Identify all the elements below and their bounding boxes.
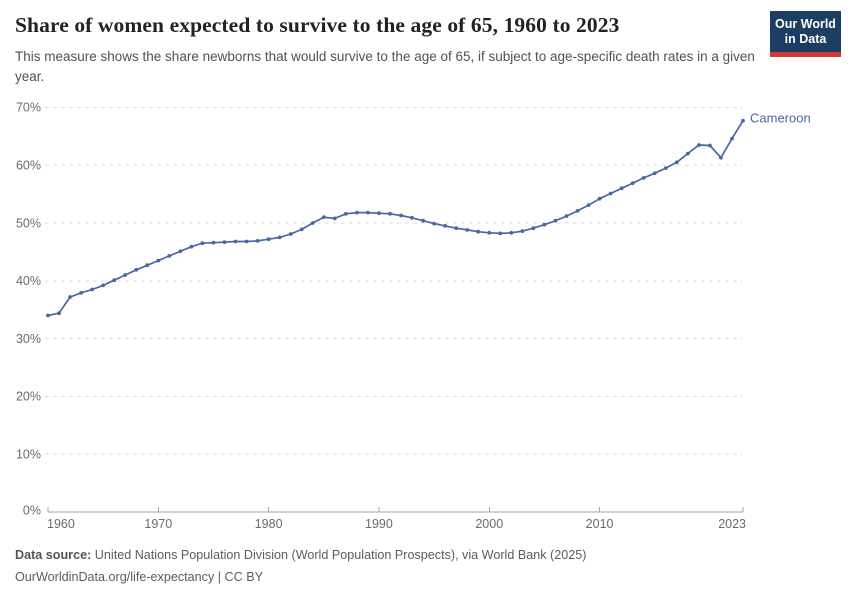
- y-tick-label-0: 0%: [23, 504, 41, 518]
- data-point-marker[interactable]: [211, 240, 216, 245]
- y-tick-label-70: 70%: [16, 101, 41, 115]
- data-point-marker[interactable]: [79, 291, 83, 295]
- data-point-marker[interactable]: [244, 239, 249, 244]
- data-point-marker[interactable]: [299, 227, 304, 232]
- data-point-marker[interactable]: [542, 222, 547, 227]
- citation-line: OurWorldinData.org/life-expectancy | CC …: [15, 566, 586, 588]
- data-point-marker[interactable]: [410, 215, 414, 220]
- data-point-marker[interactable]: [708, 143, 712, 148]
- data-point-marker[interactable]: [134, 267, 139, 272]
- data-point-marker[interactable]: [178, 249, 183, 254]
- data-point-marker[interactable]: [443, 224, 447, 228]
- y-tick-label-20: 20%: [16, 390, 41, 404]
- data-point-marker[interactable]: [288, 232, 293, 236]
- x-tick-label-2000: 2000: [475, 517, 503, 531]
- data-point-marker[interactable]: [553, 218, 558, 223]
- y-tick-label-50: 50%: [16, 216, 41, 230]
- data-point-marker[interactable]: [697, 143, 701, 147]
- y-tick-label-10: 10%: [16, 448, 41, 462]
- data-point-marker[interactable]: [266, 237, 271, 242]
- data-point-marker[interactable]: [586, 203, 591, 207]
- series-line-cameroon[interactable]: [47, 119, 744, 317]
- data-point-marker[interactable]: [399, 213, 403, 218]
- data-point-marker[interactable]: [730, 136, 734, 141]
- data-point-marker[interactable]: [674, 160, 679, 165]
- data-point-marker[interactable]: [355, 210, 359, 215]
- data-point-marker[interactable]: [145, 263, 150, 268]
- data-point-marker[interactable]: [377, 211, 381, 216]
- data-point-marker[interactable]: [575, 209, 580, 213]
- data-point-marker[interactable]: [509, 230, 514, 235]
- data-point-marker[interactable]: [310, 221, 315, 225]
- data-point-marker[interactable]: [641, 176, 646, 180]
- data-point-marker[interactable]: [719, 155, 723, 160]
- citation-license: | CC BY: [214, 570, 264, 584]
- data-point-marker[interactable]: [344, 211, 348, 216]
- data-point-marker[interactable]: [531, 226, 536, 231]
- data-point-marker[interactable]: [332, 216, 337, 221]
- data-point-marker[interactable]: [388, 211, 392, 216]
- data-point-marker[interactable]: [167, 254, 172, 258]
- owid-logo-line1: Our World: [775, 17, 836, 31]
- data-point-marker[interactable]: [564, 214, 569, 218]
- chart-subtitle: This measure shows the share newborns th…: [15, 49, 755, 84]
- data-point-marker[interactable]: [454, 226, 459, 231]
- data-source-label: Data source:: [15, 548, 92, 562]
- data-point-marker[interactable]: [685, 151, 690, 156]
- data-point-marker[interactable]: [465, 228, 470, 232]
- data-point-marker[interactable]: [255, 239, 260, 243]
- data-point-marker[interactable]: [432, 221, 436, 226]
- data-source-text: United Nations Population Division (Worl…: [91, 548, 587, 562]
- y-tick-label-40: 40%: [16, 274, 41, 288]
- x-tick-label-1960: 1960: [47, 517, 75, 531]
- y-tick-label-30: 30%: [16, 332, 41, 346]
- chart-footer: Data source: United Nations Population D…: [15, 544, 586, 588]
- data-point-marker[interactable]: [476, 229, 481, 234]
- data-point-marker[interactable]: [597, 196, 602, 201]
- owid-logo-line2: in Data: [784, 32, 827, 46]
- x-tick-label-2010: 2010: [586, 517, 614, 531]
- data-point-marker[interactable]: [112, 278, 117, 283]
- y-tick-label-60: 60%: [16, 159, 41, 173]
- data-point-marker[interactable]: [652, 171, 657, 176]
- x-tick-label-1990: 1990: [365, 517, 393, 531]
- chart-svg: 0% 10% 20% 30% 40% 50% 60% 70% 1960 1970 1980 1990 2…: [16, 101, 811, 531]
- data-point-marker[interactable]: [498, 231, 503, 236]
- data-point-marker[interactable]: [608, 191, 613, 196]
- data-point-marker[interactable]: [90, 287, 94, 292]
- data-point-marker[interactable]: [741, 118, 745, 123]
- data-point-marker[interactable]: [630, 181, 635, 185]
- data-point-marker[interactable]: [366, 210, 370, 215]
- x-tick-label-1970: 1970: [144, 517, 172, 531]
- data-point-marker[interactable]: [57, 311, 61, 316]
- data-point-marker[interactable]: [101, 283, 106, 288]
- data-point-marker[interactable]: [321, 215, 326, 220]
- data-point-marker[interactable]: [421, 218, 425, 223]
- data-point-marker[interactable]: [123, 273, 128, 277]
- citation-link[interactable]: OurWorldinData.org/life-expectancy: [15, 570, 215, 584]
- x-tick-label-2023: 2023: [718, 517, 746, 531]
- page-title: Share of women expected to survive to th…: [15, 13, 620, 37]
- data-point-marker[interactable]: [277, 235, 282, 240]
- data-point-marker[interactable]: [189, 244, 194, 249]
- data-point-marker[interactable]: [222, 240, 227, 245]
- data-point-marker[interactable]: [46, 313, 50, 318]
- data-point-marker[interactable]: [619, 186, 624, 191]
- owid-logo[interactable]: Our World in Data: [770, 11, 841, 57]
- x-tick-label-1980: 1980: [255, 517, 283, 531]
- data-point-marker[interactable]: [200, 241, 205, 246]
- data-point-marker[interactable]: [233, 239, 238, 244]
- data-point-marker[interactable]: [663, 166, 668, 170]
- data-point-marker[interactable]: [68, 295, 72, 299]
- series-end-label[interactable]: Cameroon: [750, 111, 811, 126]
- data-point-marker[interactable]: [520, 229, 525, 234]
- data-point-marker[interactable]: [156, 258, 161, 263]
- data-point-marker[interactable]: [487, 230, 492, 235]
- data-source-line: Data source: United Nations Population D…: [15, 544, 586, 566]
